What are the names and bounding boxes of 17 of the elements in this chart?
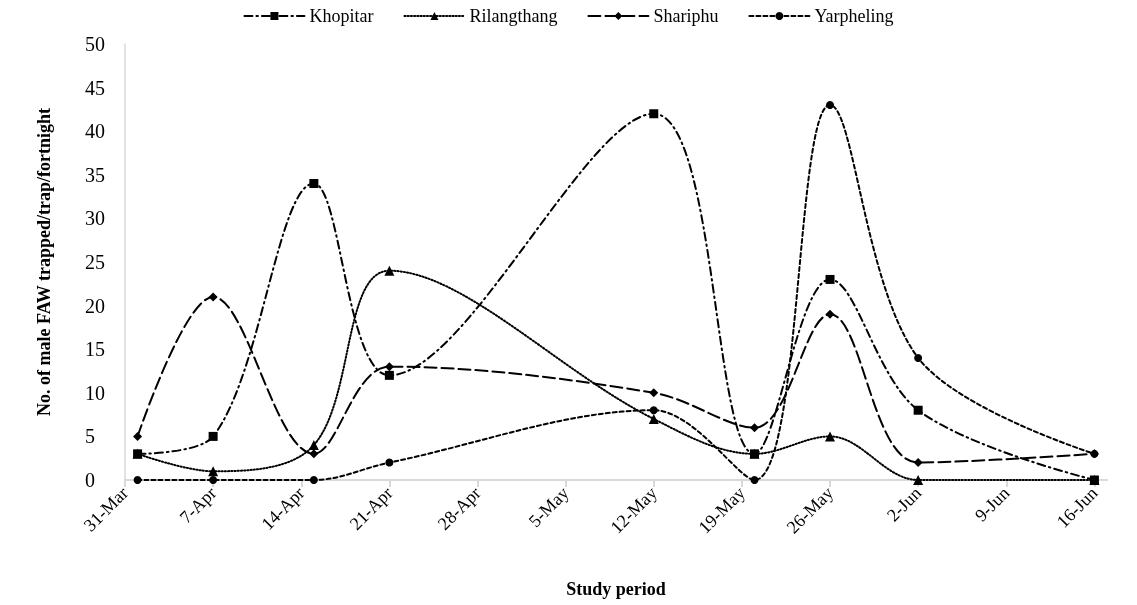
y-tick-label: 40 xyxy=(85,120,105,143)
legend-label: Yarpheling xyxy=(814,6,894,26)
x-axis-title: Study period xyxy=(566,579,666,599)
legend-label: Shariphu xyxy=(653,6,719,26)
y-tick-label: 25 xyxy=(85,251,105,273)
legend-label: Rilangthang xyxy=(469,6,558,26)
y-axis-title: No. of male FAW trapped/trap/fortnight xyxy=(34,108,54,416)
y-tick-label: 10 xyxy=(85,381,105,404)
y-tick-label: 35 xyxy=(85,163,105,186)
y-tick-label: 20 xyxy=(85,294,105,317)
y-tick-label: 5 xyxy=(85,425,95,448)
y-tick-label: 15 xyxy=(85,338,105,361)
y-tick-label: 0 xyxy=(85,469,95,491)
y-tick-label: 50 xyxy=(85,33,105,55)
legend-label: Khopitar xyxy=(309,6,374,26)
y-tick-label: 45 xyxy=(85,76,105,99)
y-tick-label: 30 xyxy=(85,207,105,230)
